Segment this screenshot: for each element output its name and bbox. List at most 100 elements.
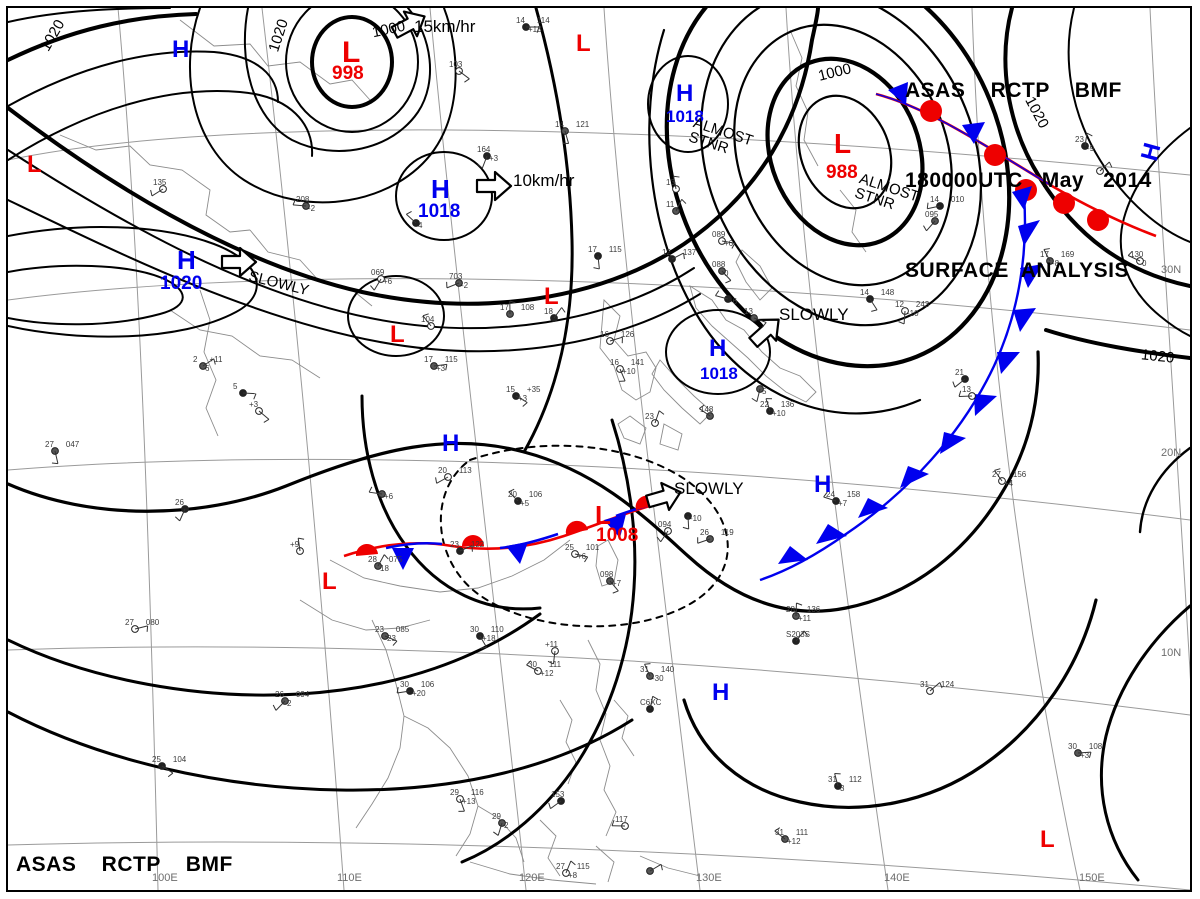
isobar-east-china-sea <box>440 444 729 628</box>
minor-high-marker: H <box>172 36 190 63</box>
station-plot: 17 169 -8 <box>1040 250 1075 268</box>
station-symbol <box>651 410 665 427</box>
high-1018a-value: 1018 <box>418 201 461 222</box>
station-symbol <box>370 275 385 291</box>
station-plot: 15 +35 +3 <box>506 385 541 403</box>
station-symbol <box>571 550 589 563</box>
station-plot: 17 108 <box>500 303 535 312</box>
station-symbol <box>456 795 465 812</box>
station-symbol <box>672 175 680 193</box>
high-1018c-motion: SLOWLY <box>779 305 849 324</box>
station-plot: -6 <box>730 297 738 306</box>
minor-low-marker: L <box>390 321 405 348</box>
isobar-small-low <box>347 275 445 357</box>
station-plot: 14 010 <box>930 195 965 204</box>
low-988-value: 988 <box>826 162 858 183</box>
station-symbol <box>477 152 491 169</box>
station-plot: 22 136 +10 <box>760 400 795 418</box>
station-symbol <box>561 127 570 144</box>
station-symbol <box>606 577 619 594</box>
station-symbol <box>430 362 448 371</box>
longitude-label: 140E <box>884 872 910 884</box>
station-plot: 31 140 -30 <box>640 665 675 683</box>
station-symbol <box>765 398 774 415</box>
station-plot: 25 101 +6 <box>565 543 600 561</box>
station-symbol <box>834 772 842 790</box>
station-symbol <box>792 630 808 645</box>
footer-line-1: ASAS RCTP BMF <box>16 853 233 876</box>
motion-arrow-15kmhr <box>390 10 426 39</box>
station-plot: -10 <box>690 514 702 523</box>
station-symbol <box>368 486 386 498</box>
station-plot: 13 <box>962 385 971 394</box>
longitude-label: 130E <box>696 872 722 884</box>
station-plot: 27 156 +4 <box>992 470 1027 488</box>
station-symbol <box>512 392 528 407</box>
station-plot: 26 094 2 <box>275 690 310 708</box>
station-symbol <box>435 473 452 484</box>
stationary-front <box>343 495 665 570</box>
station-symbol <box>792 602 803 620</box>
station-plot: 11 <box>666 200 675 209</box>
isobar-small-high <box>395 151 493 241</box>
station-symbol <box>774 827 789 843</box>
station-symbol <box>272 697 289 711</box>
station-plot: S203S <box>786 630 811 639</box>
station-symbol <box>697 535 714 544</box>
header-title-block: ASAS RCTP BMF 180000UTC May 2014 SURFACE… <box>905 16 1152 346</box>
station-plot: +6 <box>384 492 394 501</box>
station-symbol <box>699 404 714 420</box>
station-symbol <box>644 663 654 680</box>
station-symbol <box>174 505 189 522</box>
longitude-label: 110E <box>337 872 362 884</box>
station-symbol <box>866 295 878 312</box>
low-998-motion: 15km/hr <box>414 17 476 36</box>
header-line-1: ASAS RCTP BMF <box>905 79 1122 102</box>
station-plot: 089 +6 <box>712 230 734 248</box>
station-plot: 088 0 <box>712 260 729 278</box>
station-plot: 4 <box>418 221 423 230</box>
station-plot: 153 <box>551 790 565 799</box>
station-plot: 27 115 +8 <box>556 862 590 880</box>
isobar-japan-high <box>665 309 771 395</box>
station-plot: 30 108 +3 <box>1068 742 1103 760</box>
longitude-label: 150E <box>1079 872 1105 884</box>
station-plot: 104 <box>421 315 435 324</box>
station-plot: 31 124 <box>920 680 955 689</box>
isobars-high-1020 <box>8 226 258 338</box>
station-plot: 069 +6 <box>371 268 393 286</box>
station-plot: 5 <box>762 387 767 396</box>
low-1008-motion: SLOWLY <box>674 479 744 498</box>
station-symbol <box>406 210 420 227</box>
station-symbol <box>751 385 764 403</box>
header-line-2: 180000UTC May 2014 <box>905 169 1152 192</box>
station-symbol <box>526 660 542 675</box>
station-symbol <box>718 237 736 249</box>
station-plot: 23 -9 <box>1075 135 1095 153</box>
high-1018a-symbol: H <box>431 174 450 204</box>
station-symbol <box>656 527 672 543</box>
station-symbol <box>455 67 470 83</box>
station-plot: 18 <box>544 307 553 316</box>
latitude-label: 10N <box>1161 647 1182 659</box>
high-1018c-value: 1018 <box>700 364 738 383</box>
station-symbol <box>446 279 463 289</box>
station-plot: 117 <box>615 815 628 824</box>
station-plot: +11 <box>545 640 558 649</box>
station-symbol <box>550 307 566 322</box>
station-plot: 24 158 +7 <box>826 490 861 508</box>
minor-high-marker: H <box>814 471 832 498</box>
station-symbol <box>672 198 687 215</box>
station-plot: 20 113 <box>438 466 472 475</box>
minor-low-marker: L <box>576 30 591 57</box>
station-plot: 16 126 <box>600 330 635 339</box>
station-symbol <box>952 375 969 388</box>
station-symbol <box>898 307 909 325</box>
isobars-midlatitude-band <box>8 8 820 353</box>
station-symbol <box>150 185 167 197</box>
station-symbol <box>750 314 767 328</box>
station-symbol <box>926 682 943 695</box>
header-line-3: SURFACE ANALYSIS <box>905 259 1129 282</box>
